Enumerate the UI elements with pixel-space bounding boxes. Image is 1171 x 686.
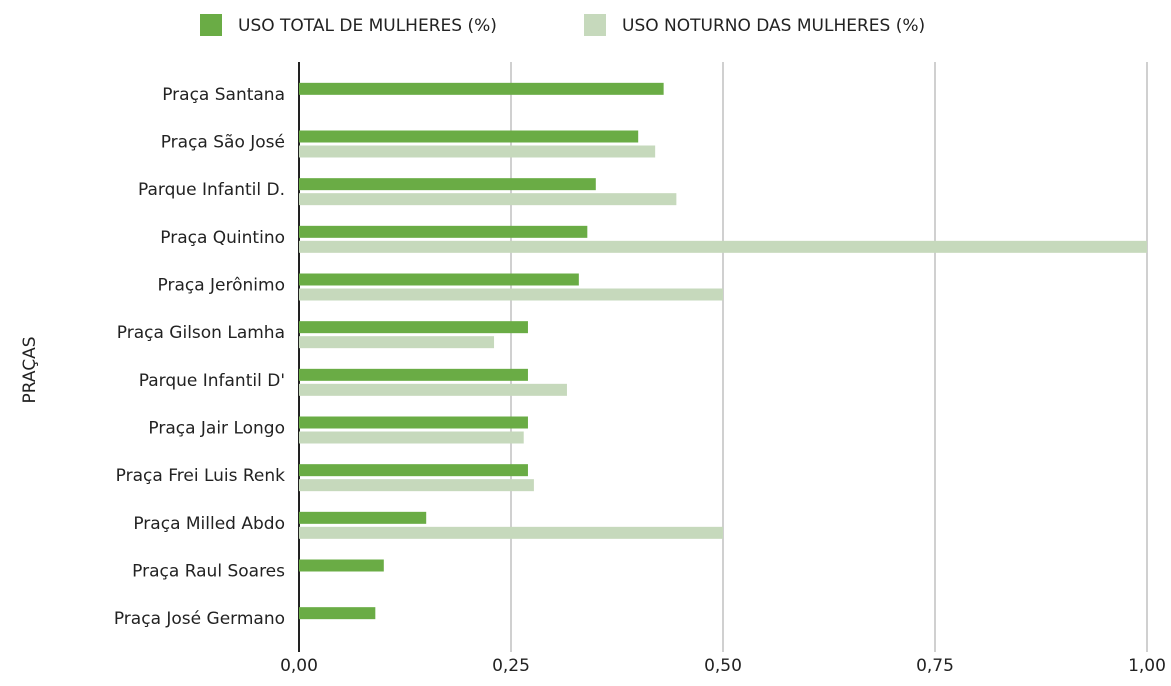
bar	[299, 178, 596, 191]
bar	[299, 464, 528, 477]
bar	[299, 336, 495, 349]
bar	[299, 383, 567, 396]
bar	[299, 240, 1147, 253]
y-tick-label: Praça José Germano	[114, 609, 285, 629]
bar	[299, 431, 524, 444]
x-tick-label: 0,50	[704, 656, 742, 676]
bar	[299, 479, 534, 492]
bar	[299, 225, 588, 238]
bar	[299, 288, 723, 301]
bar	[299, 511, 427, 524]
bar	[299, 145, 656, 158]
x-tick-label: 1,00	[1128, 656, 1166, 676]
y-tick-label: Praça Frei Luis Renk	[116, 466, 285, 486]
y-tick-label: Praça São José	[161, 133, 285, 153]
y-tick-label: Parque Infantil D'	[139, 371, 285, 391]
bar	[299, 130, 639, 143]
legend-swatch	[200, 14, 222, 36]
y-tick-label: Parque Infantil D.	[138, 180, 285, 200]
bar	[299, 368, 528, 381]
bar	[299, 416, 528, 429]
bar	[299, 193, 677, 206]
x-tick-label: 0,25	[492, 656, 530, 676]
legend-swatch	[584, 14, 606, 36]
bar	[299, 321, 528, 334]
legend-label: USO NOTURNO DAS MULHERES (%)	[622, 16, 925, 36]
y-tick-label: Praça Jair Longo	[148, 419, 285, 439]
bar	[299, 559, 384, 572]
x-tick-label: 0,00	[280, 656, 318, 676]
y-axis-label: PRAÇAS	[20, 337, 40, 404]
y-tick-label: Praça Santana	[162, 85, 285, 105]
bar	[299, 273, 579, 286]
bar	[299, 526, 723, 539]
y-tick-label: Praça Jerônimo	[158, 276, 285, 296]
legend-label: USO TOTAL DE MULHERES (%)	[238, 16, 497, 36]
bar	[299, 607, 376, 620]
y-tick-label: Praça Quintino	[160, 228, 285, 248]
y-tick-label: Praça Milled Abdo	[133, 514, 285, 534]
x-tick-label: 0,75	[916, 656, 954, 676]
bar	[299, 82, 664, 95]
y-tick-label: Praça Raul Soares	[132, 562, 285, 582]
y-tick-label: Praça Gilson Lamha	[117, 323, 285, 343]
